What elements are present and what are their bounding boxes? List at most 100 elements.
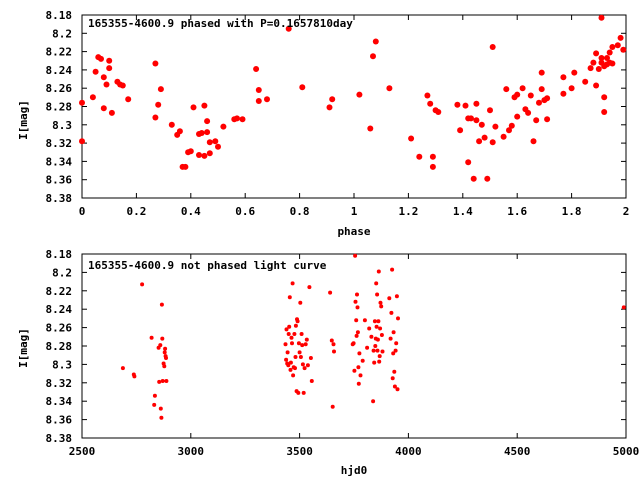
- data-point: [372, 360, 377, 365]
- data-point: [157, 86, 164, 93]
- data-point: [331, 342, 336, 347]
- data-point: [234, 115, 240, 122]
- data-point: [367, 125, 374, 132]
- data-point: [286, 332, 291, 336]
- data-point: [354, 333, 359, 338]
- data-point: [132, 374, 137, 379]
- data-point: [356, 381, 361, 386]
- data-point: [544, 116, 551, 123]
- y-tick-label: 8.32: [46, 137, 73, 150]
- data-point: [293, 323, 298, 328]
- data-point: [593, 50, 600, 57]
- data-point: [454, 101, 461, 108]
- y-axis-label-phased: I[mag]: [17, 100, 30, 140]
- data-point: [298, 300, 303, 305]
- chart-phased: 0 0.2 0.4 0.6 0.8 1 1.2 1.4 1.6 1.8 2 8.18 8.2 8.22 8.…: [17, 9, 629, 238]
- data-point: [108, 109, 115, 116]
- data-point: [473, 100, 480, 107]
- data-point: [396, 316, 400, 321]
- data-point: [159, 415, 164, 420]
- data-point: [492, 123, 499, 130]
- y-tick-label: 8.28: [46, 340, 73, 353]
- x-tick-label: 1.4: [453, 205, 473, 218]
- data-point: [609, 60, 616, 67]
- data-point: [489, 44, 496, 50]
- data-point: [473, 117, 480, 124]
- data-point: [378, 300, 383, 305]
- x-tick-label: 5000: [613, 445, 640, 458]
- data-point: [190, 104, 197, 111]
- data-point: [299, 332, 304, 336]
- data-point: [304, 337, 309, 342]
- data-point: [285, 350, 290, 355]
- data-point: [292, 332, 297, 336]
- data-point: [362, 318, 367, 323]
- data-point: [356, 365, 361, 370]
- data-point: [120, 366, 125, 371]
- data-point: [416, 153, 423, 160]
- data-point: [465, 159, 472, 166]
- data-point: [519, 85, 526, 92]
- data-point: [375, 337, 380, 342]
- data-point: [354, 318, 359, 323]
- data-point: [302, 366, 307, 371]
- data-point: [376, 319, 381, 324]
- x-tick-label: 1.2: [398, 205, 418, 218]
- data-point: [389, 310, 394, 315]
- data-point: [355, 330, 360, 335]
- data-point: [604, 55, 610, 61]
- data-point: [296, 390, 301, 395]
- data-point: [360, 358, 365, 363]
- data-point: [617, 34, 624, 41]
- y-tick-label: 8.2: [52, 27, 72, 40]
- x-tick-label: 0.4: [181, 205, 201, 218]
- data-point: [204, 118, 211, 125]
- ticks-unphased: 2500 3000 3500 4000 4500 5000 8.18 8.2 8.22 8.24 8…: [46, 248, 640, 458]
- data-point: [92, 68, 99, 75]
- data-point: [506, 127, 512, 134]
- data-point: [100, 74, 107, 81]
- y-tick-label: 8.24: [46, 303, 73, 316]
- data-point: [157, 379, 162, 384]
- data-point: [367, 326, 372, 331]
- data-point: [290, 341, 294, 346]
- data-point: [264, 96, 270, 103]
- x-tick-label: 3000: [178, 445, 205, 458]
- data-point: [332, 349, 336, 354]
- data-point: [462, 102, 469, 109]
- data-point: [598, 55, 605, 61]
- y-tick-label: 8.36: [46, 174, 73, 187]
- chart-title-unphased: 165355-4600.9 not phased light curve: [88, 259, 327, 272]
- data-point: [119, 82, 126, 89]
- plot-frame-phased: [81, 14, 627, 199]
- data-point: [394, 294, 399, 299]
- data-point: [255, 87, 262, 93]
- data-point: [305, 363, 310, 368]
- data-point: [201, 102, 208, 109]
- y-tick-label: 8.3: [52, 119, 72, 132]
- data-point: [487, 107, 493, 114]
- data-point: [598, 14, 605, 21]
- data-point: [538, 86, 545, 93]
- data-point: [140, 282, 145, 287]
- data-point: [253, 66, 260, 72]
- data-point: [152, 60, 159, 67]
- data-point: [79, 138, 85, 145]
- y-tick-label: 8.38: [46, 192, 73, 205]
- y-tick-label: 8.34: [46, 395, 73, 408]
- data-point: [468, 115, 474, 122]
- data-point: [125, 96, 132, 103]
- data-point: [371, 399, 376, 404]
- y-tick-label: 8.26: [46, 82, 73, 95]
- data-point: [390, 376, 395, 381]
- data-point: [379, 304, 384, 309]
- data-point: [365, 345, 370, 350]
- y-tick-label: 8.24: [46, 64, 73, 77]
- data-point: [372, 38, 379, 45]
- data-point: [353, 299, 358, 304]
- x-tick-label: 1: [351, 205, 358, 218]
- data-point: [378, 326, 383, 331]
- data-point: [478, 121, 485, 128]
- x-tick-label: 2500: [69, 445, 96, 458]
- chart-title-phased: 165355-4600.9 phased with P=0.1657810day: [88, 17, 353, 30]
